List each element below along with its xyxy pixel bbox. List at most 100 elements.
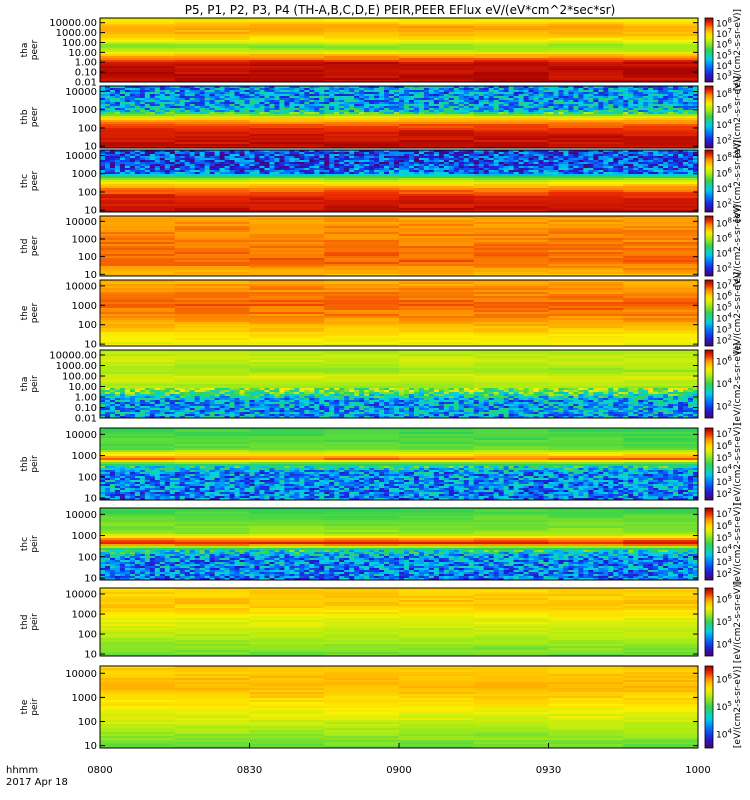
colorbar-tick-label: 105: [716, 48, 732, 61]
y-tick-label: 10000: [65, 151, 97, 162]
panel-frame: [99, 507, 699, 581]
x-axis-label-hhmm: hhmm: [6, 765, 38, 776]
colorbar-unit-label: [eV/(cm2-s-sr-eV)]: [733, 666, 743, 748]
colorbar-tick-label: 107: [716, 279, 732, 292]
colorbar: [704, 427, 714, 501]
y-tick-label: 1000: [72, 531, 97, 542]
colorbar-tick-label: 104: [716, 247, 732, 260]
y-axis-label: thc: [20, 537, 30, 551]
colorbar-tick-label: 108: [716, 87, 732, 100]
panel-thc-peer: 10000 1000 100 10 thc peer 108 106 104 102 [eV/(cm…: [20, 140, 743, 222]
colorbar-tick-label: 106: [716, 102, 732, 115]
y-axis-label: thd: [20, 239, 30, 254]
figure-title: P5, P1, P2, P3, P4 (TH-A,B,C,D,E) PEIR,P…: [185, 3, 616, 17]
y-tick-label: 1000: [72, 610, 97, 621]
spectrogram-tha-peer: [100, 18, 698, 82]
colorbar-unit-label: [eV/(cm2-s-sr-eV)]: [733, 343, 743, 425]
y-tick-label: 10.00: [68, 382, 97, 393]
y-axis-label: peer: [30, 106, 40, 127]
colorbar-unit-label: [eV/(cm2-s-sr-eV)]: [733, 76, 743, 158]
y-tick-label: 10000: [65, 430, 97, 441]
colorbar: [704, 215, 714, 277]
y-tick-label: 10000.00: [49, 18, 97, 29]
panel-frame: [99, 17, 699, 83]
colorbar: [704, 85, 714, 149]
panel-frame: [99, 349, 699, 419]
x-tick-label: 0900: [386, 765, 411, 776]
y-tick-label: 0.10: [75, 68, 97, 79]
y-tick-label: 1.00: [75, 58, 97, 69]
spectrogram-thc-peir: [100, 508, 698, 580]
colorbar-unit-label: [eV/(cm2-s-sr-eV)]: [733, 581, 743, 663]
y-tick-label: 10: [84, 741, 97, 752]
colorbar-tick-label: 105: [716, 301, 732, 314]
y-tick-label: 0.01: [75, 78, 97, 89]
y-tick-label: 100: [78, 320, 97, 331]
colorbar-tick-label: 104: [716, 543, 732, 556]
spectrogram-thb-peer: [100, 86, 698, 148]
panel-frame: [99, 279, 699, 347]
x-tick-label: 1000: [685, 765, 710, 776]
colorbar-tick-label: 106: [716, 592, 732, 605]
colorbar-tick-label: 106: [716, 232, 732, 245]
y-axis-label: peir: [30, 613, 40, 631]
y-tick-label: 10: [84, 650, 97, 661]
colorbar: [704, 587, 714, 657]
panel-frame: [99, 427, 699, 501]
panel-frame: [99, 215, 699, 277]
colorbar: [704, 149, 714, 213]
colorbar-tick-label: 105: [716, 531, 732, 544]
colorbar-tick-label: 104: [716, 463, 732, 476]
colorbar-tick-label: 104: [716, 118, 732, 131]
colorbar-tick-label: 107: [716, 507, 732, 520]
y-axis-label: the: [20, 305, 30, 320]
y-tick-label: 10: [84, 493, 97, 504]
y-tick-label: 1000.00: [56, 361, 97, 372]
colorbar-tick-label: 106: [716, 166, 732, 179]
colorbar-tick-label: 102: [716, 262, 732, 275]
y-tick-label: 100: [78, 630, 97, 641]
y-axis-label: tha: [20, 43, 30, 58]
y-tick-label: 10000: [65, 87, 97, 98]
y-tick-label: 1000: [72, 301, 97, 312]
colorbar-tick-label: 108: [716, 16, 732, 29]
x-axis-label-date: 2017 Apr 18: [6, 777, 68, 788]
y-tick-label: 10000: [65, 217, 97, 228]
spectrogram-the-peir: [100, 666, 698, 748]
colorbar-tick-label: 102: [716, 400, 732, 413]
colorbar-tick-label: 104: [716, 377, 732, 390]
y-tick-label: 10000: [65, 510, 97, 521]
y-tick-label: 10.00: [68, 48, 97, 59]
colorbar-tick-label: 106: [716, 673, 732, 686]
x-tick-label: 0930: [536, 765, 561, 776]
y-tick-label: 100: [78, 552, 97, 563]
colorbar: [704, 349, 714, 419]
colorbar-tick-label: 107: [716, 427, 732, 440]
colorbar-unit-label: [eV/(cm2-s-sr-eV)]: [733, 423, 743, 505]
colorbar-tick-label: 106: [716, 439, 732, 452]
spectrogram-thd-peer: [100, 216, 698, 276]
time-axis: hhmm 2017 Apr 18 0800 0830 0900 0930 1000: [6, 743, 711, 788]
y-tick-label: 10: [84, 270, 97, 281]
y-tick-label: 100: [78, 472, 97, 483]
colorbar-unit-label: [eV/(cm2-s-sr-eV)]: [733, 503, 743, 585]
panel-thb-peir: 10000 1000 100 10 thb peir 107106105104103102[…: [20, 423, 743, 505]
y-axis-label: peer: [30, 235, 40, 256]
y-tick-label: 10: [84, 206, 97, 217]
colorbar-tick-label: 108: [716, 151, 732, 164]
y-axis-label: thb: [20, 109, 30, 124]
y-axis-label: tha: [20, 377, 30, 392]
y-tick-label: 1000: [72, 105, 97, 116]
y-axis-label: peir: [30, 698, 40, 716]
y-axis-label: the: [20, 699, 30, 714]
panel-frame: [99, 587, 699, 657]
y-tick-label: 10000.00: [49, 351, 97, 362]
spectrogram-tha-peir: [100, 350, 698, 418]
colorbar-tick-label: 108: [716, 217, 732, 230]
colorbar-unit-label: [eV/(cm2-s-sr-eV)]: [733, 9, 743, 91]
colorbar-tick-label: 106: [716, 38, 732, 51]
panel-thc-peir: 10000 1000 100 10 thc peir 107106105104103102[…: [20, 503, 743, 585]
panel-frame: [99, 85, 699, 149]
